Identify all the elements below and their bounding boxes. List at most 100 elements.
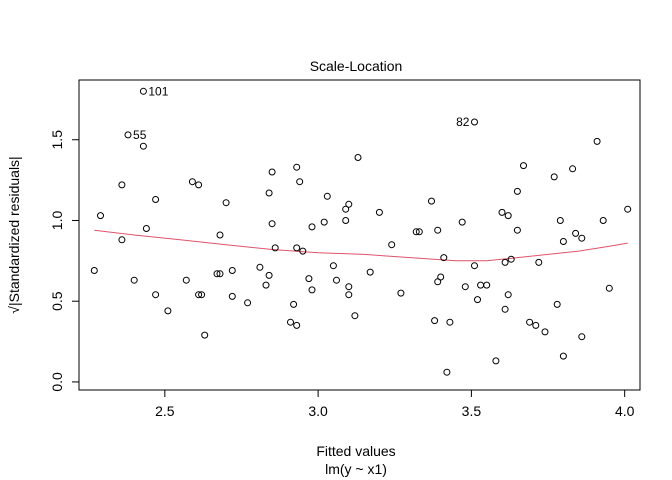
data-point [412,228,420,236]
data-point [323,192,331,200]
chart-title: Scale-Location [310,58,403,74]
data-point [296,178,304,186]
data-point [535,258,543,266]
y-tick-label: 1.5 [49,130,65,150]
data-point [329,262,337,270]
smooth-layer [94,229,628,262]
data-point [471,118,478,126]
data-point [216,270,224,278]
data-point [397,289,405,297]
point-labels-layer: 101 55 82 [133,84,470,142]
data-point [492,357,500,365]
y-axis: 0.0 0.5 1.0 1.5 [49,130,80,392]
x-tick-label: 2.5 [155,403,175,419]
data-point [415,228,423,236]
data-point [513,187,521,195]
data-point [265,189,273,197]
data-point [520,162,527,170]
data-point [256,263,264,271]
data-point [333,276,340,284]
data-point [268,220,276,228]
data-point [556,217,564,224]
data-point [578,234,586,242]
data-point [471,262,478,270]
data-point [605,284,613,292]
data-point [299,247,307,255]
x-axis: 2.5 3.0 3.5 4.0 [155,389,635,419]
data-point [130,276,138,284]
data-point [559,352,567,360]
plot-box [78,79,641,391]
data-point [461,283,469,291]
data-point [498,208,506,216]
data-point [513,226,521,234]
data-point [308,286,316,294]
data-point [526,318,534,326]
point-label: 101 [148,84,168,98]
data-point [293,321,301,329]
data-point [375,208,383,216]
data-point [366,268,374,276]
data-point [440,254,448,262]
data-point [195,181,203,189]
data-point [182,276,190,284]
data-point [345,291,353,299]
data-point [195,291,203,299]
data-point [222,199,230,207]
data-point [504,212,512,220]
data-point [501,305,509,313]
data-point [550,173,558,181]
data-point [342,217,350,224]
data-point [354,154,362,161]
data-point [268,168,276,176]
point-label: 82 [456,115,470,129]
data-point [188,178,196,186]
data-point [458,218,466,226]
data-point [624,205,632,213]
data-point [437,273,445,281]
data-point [213,270,221,278]
data-point [443,368,451,376]
data-point [541,328,549,336]
data-point [142,225,150,232]
data-point [345,200,353,208]
point-label: 55 [133,128,147,142]
data-point [198,291,206,299]
data-point [434,226,442,234]
x-axis-label: Fitted values [316,443,395,459]
data-point [262,281,270,289]
data-point [118,236,126,244]
data-point [342,205,350,213]
data-point [305,275,313,283]
data-point [532,321,540,329]
y-tick-label: 0.5 [49,291,65,311]
data-point [483,281,491,289]
data-point [593,137,601,145]
y-tick-label: 1.0 [49,211,65,231]
data-point [351,312,359,320]
data-point [139,142,147,150]
data-point [118,181,126,189]
points-layer [90,87,632,376]
data-point [559,238,567,245]
data-point [388,241,396,249]
y-tick-label: 0.0 [49,372,65,392]
data-point [290,300,298,308]
data-point [216,231,224,239]
data-point [244,299,252,307]
data-point [152,196,160,203]
x-tick-label: 3.5 [462,403,482,419]
data-point [139,87,147,95]
x-tick-label: 4.0 [615,403,635,419]
data-point [124,131,132,139]
data-point [428,197,435,205]
data-point [97,212,104,220]
data-point [228,267,236,274]
data-point [507,255,515,263]
data-point [504,291,512,299]
data-point [201,331,209,339]
data-point [308,223,316,231]
data-point [578,333,586,341]
data-point [287,318,294,326]
